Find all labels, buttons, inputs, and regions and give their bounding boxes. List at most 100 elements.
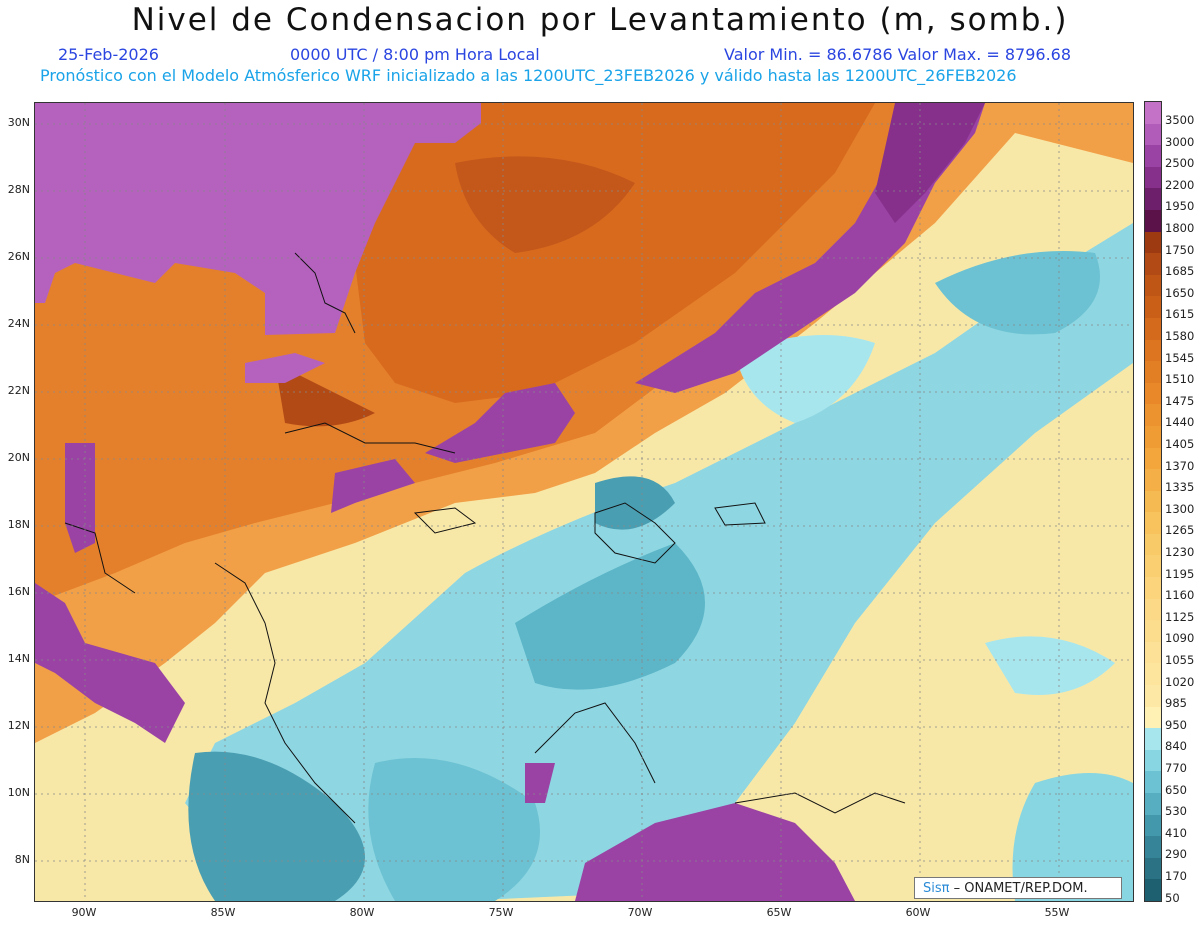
lat-label: 14N [7, 652, 30, 665]
colorbar-level-label: 1335 [1165, 480, 1195, 495]
lcl-map [34, 102, 1134, 902]
colorbar-level-label: 530 [1165, 804, 1187, 819]
colorbar-segment [1145, 533, 1161, 556]
lon-label: 60W [905, 906, 931, 919]
lat-label: 26N [7, 250, 30, 263]
colorbar-level-label: 985 [1165, 696, 1187, 711]
colorbar-level-label: 2200 [1165, 177, 1195, 192]
lon-label: 75W [488, 906, 514, 919]
colorbar-segment [1145, 231, 1161, 254]
valid-time: 0000 UTC / 8:00 pm Hora Local [290, 45, 540, 64]
colorbar-level-label: 3000 [1165, 134, 1195, 149]
colorbar-segment [1145, 857, 1161, 880]
colorbar-level-label: 1300 [1165, 501, 1195, 516]
colorbar-level-label: 1750 [1165, 242, 1195, 257]
lon-label: 55W [1044, 906, 1070, 919]
lat-label: 16N [7, 585, 30, 598]
colorbar-level-label: 1545 [1165, 350, 1195, 365]
colorbar-segment [1145, 641, 1161, 664]
credit-org: – ONAMET/REP.DOM. [953, 881, 1088, 896]
colorbar-segment [1145, 512, 1161, 534]
colorbar-level-label: 650 [1165, 782, 1187, 797]
credit-logo: Sisπ – ONAMET/REP.DOM. [914, 877, 1122, 899]
sis-logo-text: Sisπ [923, 881, 950, 896]
colorbar-segment [1145, 685, 1161, 707]
colorbar-segment [1145, 814, 1161, 837]
colorbar-level-label: 170 [1165, 869, 1187, 883]
colorbar-segment [1145, 793, 1161, 815]
lon-label: 90W [71, 906, 97, 919]
colorbar-level-label: 1475 [1165, 393, 1195, 408]
colorbar-segment [1145, 145, 1161, 167]
lon-label: 80W [349, 906, 375, 919]
colorbar-segment [1145, 706, 1161, 729]
colorbar-segment [1145, 296, 1161, 318]
colorbar-segment [1145, 749, 1161, 772]
colorbar-level-label: 1020 [1165, 674, 1195, 689]
lat-label: 18N [7, 518, 30, 531]
colorbar-segment [1145, 339, 1161, 362]
colorbar-level-label: 1510 [1165, 372, 1195, 387]
colorbar-segment [1145, 447, 1161, 470]
value-range: Valor Min. = 86.6786 Valor Max. = 8796.6… [724, 45, 1072, 64]
colorbar-segment [1145, 771, 1161, 793]
colorbar-segment [1145, 382, 1161, 405]
colorbar-level-label: 290 [1165, 847, 1187, 862]
colorbar-level-label: 1265 [1165, 523, 1195, 538]
colorbar-level-label: 950 [1165, 717, 1187, 732]
forecast-info: Pronóstico con el Modelo Atmósferico WRF… [40, 66, 1017, 85]
colorbar-level-label: 3500 [1165, 113, 1195, 127]
colorbar-segment [1145, 490, 1161, 513]
colorbar-level-label: 1950 [1165, 199, 1195, 214]
colorbar-level-label: 1405 [1165, 437, 1195, 451]
colorbar [1144, 101, 1162, 902]
colorbar-segment [1145, 598, 1161, 621]
colorbar-level-label: 1650 [1165, 285, 1195, 300]
lon-label: 85W [210, 906, 236, 919]
colorbar-segment [1145, 102, 1161, 124]
colorbar-level-label: 1195 [1165, 566, 1195, 581]
colorbar-level-label: 1440 [1165, 415, 1195, 430]
colorbar-segment [1145, 361, 1161, 383]
colorbar-segment [1145, 166, 1161, 189]
colorbar-segment [1145, 836, 1161, 858]
lat-label: 30N [7, 116, 30, 129]
colorbar-segment [1145, 555, 1161, 578]
colorbar-segment [1145, 663, 1161, 686]
colorbar-segment [1145, 879, 1161, 901]
lon-label: 65W [766, 906, 792, 919]
colorbar-level-label: 1160 [1165, 588, 1195, 603]
colorbar-level-label: 1090 [1165, 631, 1195, 646]
colorbar-level-label: 1685 [1165, 264, 1195, 279]
colorbar-level-label: 1230 [1165, 545, 1195, 559]
colorbar-segment [1145, 188, 1161, 210]
lat-label: 10N [7, 786, 30, 799]
lat-label: 28N [7, 183, 30, 196]
colorbar-level-label: 1615 [1165, 307, 1195, 322]
colorbar-segment [1145, 469, 1161, 491]
colorbar-segment [1145, 425, 1161, 448]
colorbar-segment [1145, 404, 1161, 426]
colorbar-segment [1145, 577, 1161, 599]
lat-label: 8N [14, 853, 30, 866]
colorbar-segment [1145, 123, 1161, 146]
colorbar-segment [1145, 317, 1161, 340]
map-field [35, 103, 1133, 901]
colorbar-level-label: 50 [1165, 890, 1180, 905]
colorbar-level-label: 1580 [1165, 329, 1195, 343]
lat-label: 24N [7, 317, 30, 330]
colorbar-level-label: 1125 [1165, 609, 1195, 624]
colorbar-level-label: 840 [1165, 739, 1187, 754]
colorbar-segment [1145, 728, 1161, 750]
valid-date: 25-Feb-2026 [58, 45, 159, 64]
lat-label: 20N [7, 451, 30, 464]
colorbar-level-label: 2500 [1165, 156, 1195, 171]
colorbar-segment [1145, 620, 1161, 642]
colorbar-segment [1145, 274, 1161, 297]
colorbar-level-label: 410 [1165, 825, 1187, 840]
colorbar-segment [1145, 253, 1161, 275]
lat-label: 22N [7, 384, 30, 397]
colorbar-level-label: 770 [1165, 761, 1187, 775]
colorbar-level-label: 1055 [1165, 653, 1195, 667]
colorbar-segment [1145, 209, 1161, 232]
